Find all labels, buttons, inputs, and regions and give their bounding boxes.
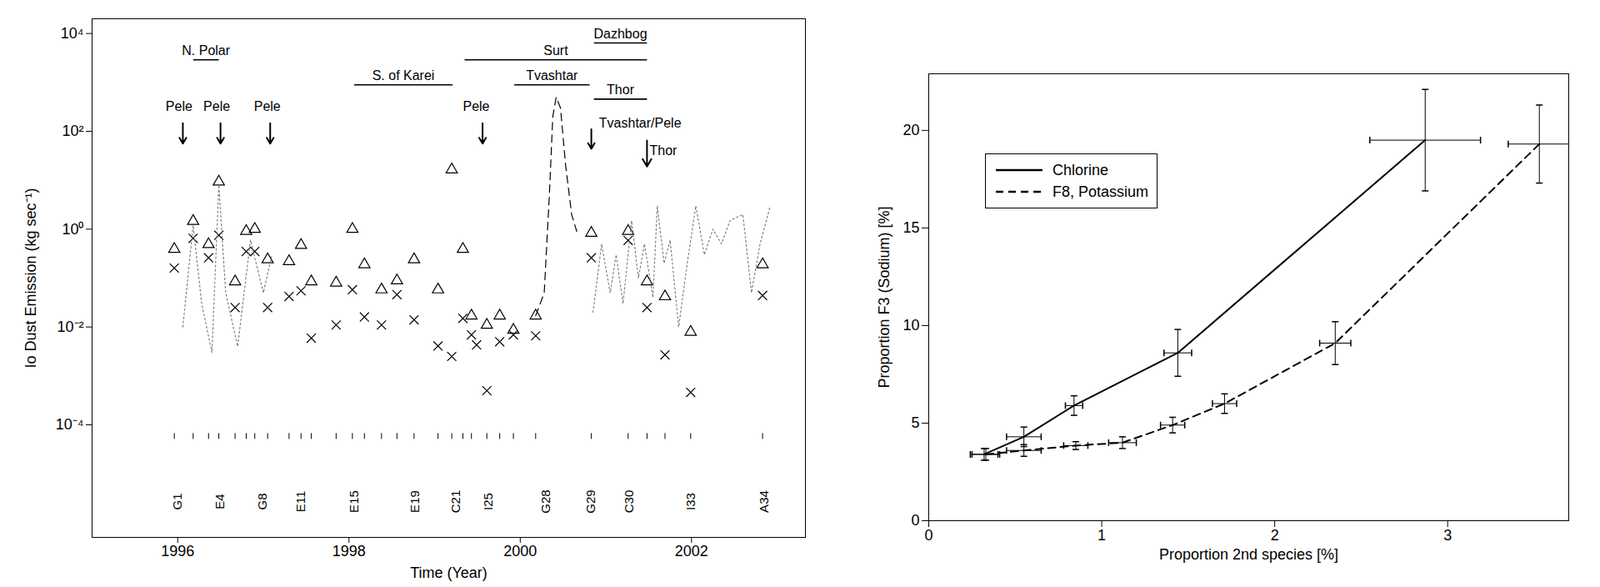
svg-text:G1: G1	[170, 493, 185, 510]
svg-text:Pele: Pele	[462, 99, 490, 114]
svg-text:C30: C30	[621, 490, 636, 514]
svg-text:Proportion 2nd species [%]: Proportion 2nd species [%]	[1159, 545, 1339, 563]
svg-text:Io Dust Emission (kg sec⁻¹): Io Dust Emission (kg sec⁻¹)	[22, 187, 40, 368]
svg-text:2000: 2000	[503, 542, 537, 560]
svg-text:1: 1	[1097, 526, 1106, 544]
svg-text:20: 20	[902, 121, 920, 139]
svg-text:E15: E15	[346, 490, 361, 513]
svg-text:0: 0	[924, 526, 933, 544]
svg-text:G29: G29	[583, 489, 598, 513]
svg-text:C21: C21	[448, 490, 463, 514]
svg-text:Pele: Pele	[165, 99, 193, 114]
svg-text:Thor: Thor	[649, 143, 678, 158]
svg-text:Proportion F3 (Sodium) [%]: Proportion F3 (Sodium) [%]	[875, 205, 893, 388]
svg-text:E4: E4	[212, 493, 227, 509]
svg-text:15: 15	[902, 219, 920, 236]
svg-text:Dazhbog: Dazhbog	[594, 26, 648, 41]
svg-text:Thor: Thor	[606, 82, 635, 97]
svg-text:1998: 1998	[332, 542, 366, 560]
svg-text:G28: G28	[538, 489, 553, 513]
svg-text:10⁴: 10⁴	[60, 25, 85, 42]
svg-text:I25: I25	[480, 492, 495, 510]
svg-text:Tvashtar/Pele: Tvashtar/Pele	[599, 115, 682, 130]
svg-text:Pele: Pele	[203, 99, 230, 114]
svg-text:Time (Year): Time (Year)	[410, 564, 488, 581]
svg-text:Pele: Pele	[254, 99, 281, 114]
svg-text:E11: E11	[293, 490, 308, 513]
svg-text:N. Polar: N. Polar	[181, 43, 230, 58]
svg-text:Surt: Surt	[543, 43, 569, 58]
svg-text:10²: 10²	[61, 122, 84, 140]
svg-text:A34: A34	[756, 490, 771, 513]
svg-text:2: 2	[1270, 526, 1280, 544]
svg-text:E19: E19	[407, 490, 422, 513]
svg-text:S. of Karei: S. of Karei	[372, 68, 435, 83]
svg-text:I33: I33	[683, 492, 698, 510]
svg-text:1996: 1996	[160, 542, 195, 560]
html-text:Chlorine: Chlorine	[1052, 161, 1109, 179]
html-text:F8, Potassium: F8, Potassium	[1052, 183, 1149, 200]
svg-text:10: 10	[902, 316, 920, 334]
svg-text:10⁻²: 10⁻²	[56, 318, 84, 335]
svg-text:Tvashtar: Tvashtar	[525, 68, 579, 83]
svg-text:G8: G8	[255, 493, 270, 510]
svg-text:3: 3	[1443, 526, 1452, 544]
svg-text:10⁻⁴: 10⁻⁴	[55, 415, 85, 433]
svg-text:0: 0	[910, 511, 920, 529]
svg-text:2002: 2002	[675, 542, 709, 560]
svg-text:10⁰: 10⁰	[61, 220, 84, 238]
svg-text:5: 5	[910, 414, 920, 431]
